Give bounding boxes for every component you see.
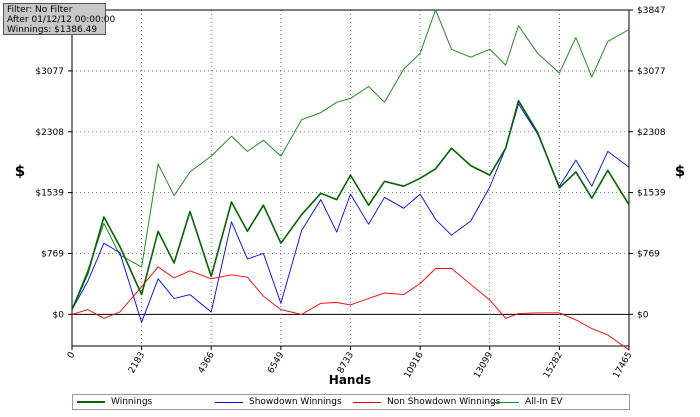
legend-label-showdown: Showdown Winnings	[249, 397, 342, 407]
filter-text: Filter: No Filter	[7, 5, 73, 15]
after-date-text: After 01/12/12 00:00:00	[7, 15, 116, 25]
winnings-line	[71, 99, 630, 310]
y-tick-label-left: $1539	[35, 189, 64, 199]
legend-swatch-non-showdown	[353, 401, 381, 403]
x-tick-label: 8733	[336, 351, 356, 376]
y-tick-label-right: $769	[637, 250, 660, 260]
x-tick-label: 15282	[542, 351, 565, 381]
non-showdown-winnings-line	[71, 266, 630, 351]
legend: Winnings Showdown Winnings Non Showdown …	[72, 394, 630, 410]
x-tick-label: 2183	[127, 351, 147, 376]
legend-swatch-winnings	[77, 401, 105, 403]
y-tick-label-left: $0	[53, 310, 65, 320]
showdown-winnings-line	[71, 103, 630, 323]
legend-label-allin-ev: All-In EV	[525, 397, 563, 407]
x-tick-label: 0	[66, 350, 78, 360]
x-tick-label: 4366	[197, 350, 217, 375]
y-tick-label-left: $769	[41, 250, 64, 260]
y-axis-label-left: $	[15, 162, 25, 180]
legend-label-non-showdown: Non Showdown Winnings	[387, 397, 501, 407]
x-tick-label: 10916	[403, 350, 426, 380]
legend-swatch-allin-ev	[491, 401, 519, 403]
y-tick-label-right: $1539	[637, 189, 666, 199]
y-tick-label-right: $3077	[637, 67, 666, 77]
legend-swatch-showdown	[215, 401, 243, 403]
legend-item-non-showdown: Non Showdown Winnings	[353, 395, 500, 409]
legend-item-showdown: Showdown Winnings	[215, 395, 342, 409]
x-ticks: 0 2183 4366 6549 8733 10916 13099 15282 17465	[66, 346, 635, 380]
series-layer	[71, 9, 630, 351]
y-tick-label-left: $3077	[35, 67, 64, 77]
x-tick-label: 6549	[266, 350, 286, 375]
y-ticks-right: $0 $769 $1539 $2308 $3077 $3847	[629, 6, 666, 320]
y-tick-label-right: $2308	[637, 128, 666, 138]
allin-ev-line	[71, 9, 630, 310]
legend-item-winnings: Winnings	[77, 395, 152, 409]
filter-info-box: Filter: No Filter After 01/12/12 00:00:0…	[3, 3, 116, 35]
y-tick-label-right: $3847	[637, 6, 666, 16]
y-tick-label-left: $2308	[35, 128, 64, 138]
x-tick-label: 13099	[472, 350, 495, 380]
legend-label-winnings: Winnings	[111, 397, 153, 407]
winnings-total-text: Winnings: $1386.49	[7, 25, 98, 35]
legend-item-allin-ev: All-In EV	[491, 395, 562, 409]
y-axis-label-right: $	[675, 162, 685, 180]
y-ticks-left: $0$769$1539$2308$3077$3847	[35, 6, 72, 320]
y-tick-label-right: $0	[637, 310, 649, 320]
x-tick-label: 17465	[612, 351, 635, 381]
x-axis-label: Hands	[329, 373, 371, 387]
